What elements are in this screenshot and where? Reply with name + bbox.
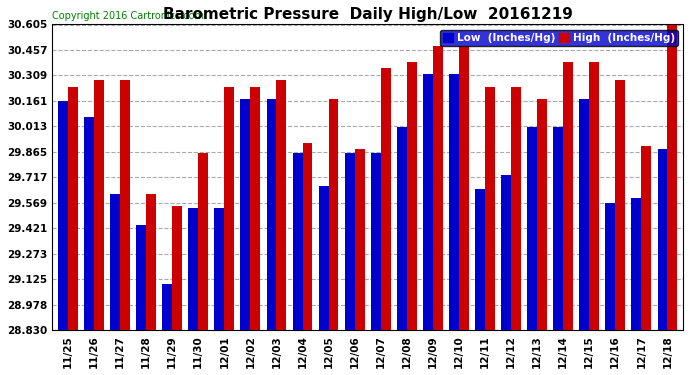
- Bar: [266, 99, 277, 330]
- Bar: [68, 87, 78, 330]
- Bar: [371, 153, 381, 330]
- Bar: [319, 186, 328, 330]
- Bar: [84, 117, 94, 330]
- Bar: [241, 99, 250, 330]
- Bar: [136, 225, 146, 330]
- Bar: [94, 81, 104, 330]
- Bar: [355, 149, 364, 330]
- Bar: [641, 146, 651, 330]
- Bar: [224, 87, 234, 330]
- Bar: [146, 194, 156, 330]
- Bar: [553, 127, 563, 330]
- Bar: [485, 87, 495, 330]
- Bar: [605, 203, 615, 330]
- Bar: [120, 81, 130, 330]
- Bar: [188, 208, 198, 330]
- Text: Copyright 2016 Cartronics.com: Copyright 2016 Cartronics.com: [52, 12, 204, 21]
- Bar: [449, 74, 459, 330]
- Bar: [250, 87, 260, 330]
- Bar: [501, 175, 511, 330]
- Bar: [563, 62, 573, 330]
- Bar: [459, 46, 469, 330]
- Bar: [580, 99, 589, 330]
- Bar: [381, 68, 391, 330]
- Bar: [475, 189, 485, 330]
- Bar: [511, 87, 521, 330]
- Bar: [397, 127, 407, 330]
- Bar: [277, 81, 286, 330]
- Bar: [615, 81, 625, 330]
- Bar: [407, 62, 417, 330]
- Bar: [293, 153, 302, 330]
- Bar: [658, 149, 667, 330]
- Bar: [58, 101, 68, 330]
- Bar: [433, 46, 443, 330]
- Bar: [172, 206, 182, 330]
- Legend: Low  (Inches/Hg), High  (Inches/Hg): Low (Inches/Hg), High (Inches/Hg): [440, 30, 678, 46]
- Bar: [302, 142, 313, 330]
- Title: Barometric Pressure  Daily High/Low  20161219: Barometric Pressure Daily High/Low 20161…: [163, 7, 573, 22]
- Bar: [110, 194, 120, 330]
- Bar: [198, 153, 208, 330]
- Bar: [589, 62, 599, 330]
- Bar: [215, 208, 224, 330]
- Bar: [527, 127, 537, 330]
- Bar: [537, 99, 547, 330]
- Bar: [423, 74, 433, 330]
- Bar: [667, 26, 678, 330]
- Bar: [162, 284, 172, 330]
- Bar: [345, 153, 355, 330]
- Bar: [328, 99, 339, 330]
- Bar: [631, 198, 641, 330]
